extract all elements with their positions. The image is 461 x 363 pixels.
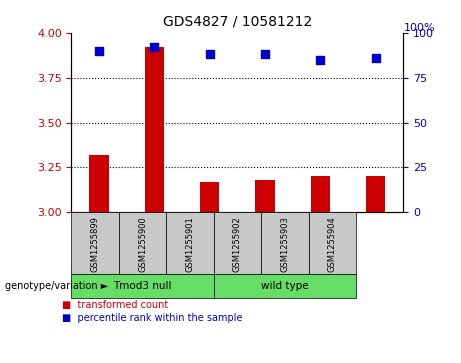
Point	[151, 44, 158, 50]
Point	[95, 48, 103, 54]
Text: GSM1255899: GSM1255899	[91, 216, 100, 272]
Point	[317, 57, 324, 62]
Text: wild type: wild type	[261, 281, 309, 291]
Bar	[366, 176, 385, 212]
Point	[372, 55, 379, 61]
Text: GSM1255902: GSM1255902	[233, 216, 242, 272]
Bar	[200, 182, 219, 212]
Text: ■  percentile rank within the sample: ■ percentile rank within the sample	[62, 313, 243, 323]
Text: GSM1255903: GSM1255903	[280, 216, 290, 272]
Point	[261, 51, 269, 57]
Bar	[145, 47, 164, 212]
Title: GDS4827 / 10581212: GDS4827 / 10581212	[163, 15, 312, 29]
Text: 100%: 100%	[403, 23, 435, 33]
Bar	[255, 180, 275, 212]
Text: ■  transformed count: ■ transformed count	[62, 300, 168, 310]
Text: Tmod3 null: Tmod3 null	[113, 281, 172, 291]
Text: genotype/variation ►: genotype/variation ►	[5, 281, 108, 291]
Bar	[311, 176, 330, 212]
Text: GSM1255900: GSM1255900	[138, 216, 147, 272]
Bar	[89, 155, 109, 212]
Text: GSM1255904: GSM1255904	[328, 216, 337, 272]
Point	[206, 51, 213, 57]
Text: GSM1255901: GSM1255901	[185, 216, 195, 272]
